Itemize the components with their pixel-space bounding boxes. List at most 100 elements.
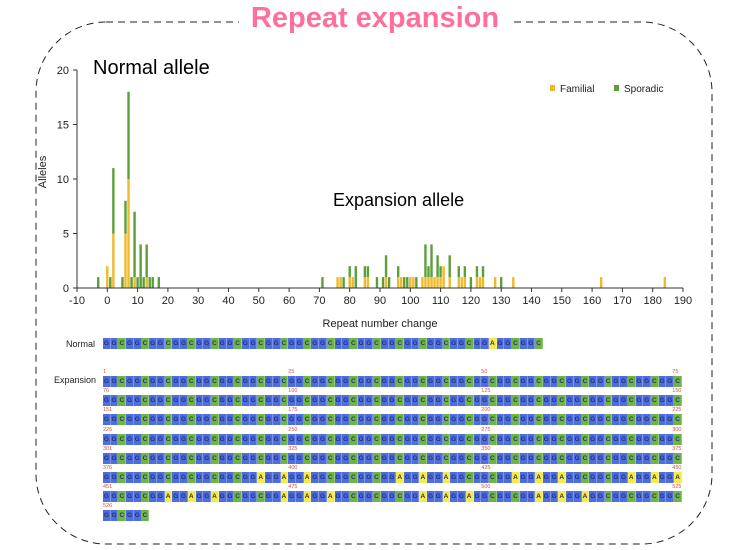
- position-label: 301: [103, 445, 113, 452]
- base-C: C: [465, 376, 474, 387]
- base-G: G: [411, 414, 420, 426]
- base-G: G: [658, 452, 667, 464]
- legend-sporadic-swatch: [614, 85, 619, 91]
- position-label: 76: [103, 388, 110, 395]
- base-G: G: [295, 433, 304, 445]
- base-C: C: [118, 433, 127, 445]
- base-C: C: [419, 433, 428, 445]
- x-tick-label: 10: [131, 295, 143, 307]
- base-G: G: [133, 376, 142, 387]
- bar-sporadic: [348, 266, 351, 278]
- base-G: G: [172, 491, 181, 503]
- base-A: A: [512, 472, 520, 483]
- base-G: G: [573, 491, 582, 503]
- base-C: C: [396, 452, 405, 464]
- base-G: G: [450, 452, 459, 464]
- base-A: A: [627, 472, 636, 483]
- base-G: G: [272, 414, 281, 426]
- base-A: A: [280, 472, 289, 483]
- base-A: A: [535, 491, 543, 503]
- base-G: G: [527, 433, 536, 445]
- base-G: G: [295, 376, 304, 387]
- x-tick-label: 40: [222, 295, 234, 307]
- base-G: G: [157, 491, 165, 503]
- base-G: G: [288, 395, 296, 407]
- base-A: A: [187, 491, 196, 503]
- base-C: C: [512, 338, 520, 349]
- base-G: G: [249, 452, 258, 464]
- base-G: G: [635, 433, 644, 445]
- base-G: G: [295, 395, 304, 407]
- bar-sporadic: [387, 277, 391, 288]
- x-tick-label: 120: [462, 295, 480, 307]
- base-C: C: [326, 414, 335, 426]
- base-G: G: [357, 376, 366, 387]
- base-G: G: [504, 395, 513, 407]
- base-G: G: [149, 452, 158, 464]
- bar-sporadic: [481, 266, 485, 278]
- bar-familial: [475, 277, 479, 288]
- base-G: G: [519, 414, 528, 426]
- base-C: C: [211, 414, 219, 426]
- base-G: G: [172, 395, 181, 407]
- base-G: G: [643, 395, 652, 407]
- base-G: G: [110, 510, 119, 522]
- base-C: C: [211, 452, 219, 464]
- position-label: 451: [103, 484, 113, 491]
- base-G: G: [265, 338, 273, 349]
- bar-sporadic: [130, 277, 133, 288]
- base-C: C: [535, 452, 543, 464]
- base-C: C: [581, 414, 590, 426]
- base-C: C: [326, 376, 335, 387]
- base-G: G: [357, 452, 366, 464]
- base-G: G: [342, 414, 350, 426]
- base-G: G: [411, 338, 420, 349]
- base-C: C: [488, 452, 497, 464]
- base-G: G: [149, 472, 158, 483]
- base-C: C: [257, 395, 266, 407]
- base-G: G: [620, 491, 628, 503]
- base-A: A: [303, 472, 312, 483]
- base-G: G: [550, 433, 559, 445]
- x-tick-label: 90: [374, 295, 386, 307]
- base-G: G: [450, 414, 459, 426]
- base-C: C: [280, 395, 289, 407]
- bar-sporadic: [112, 168, 115, 234]
- base-C: C: [488, 395, 497, 407]
- position-label: 526: [103, 503, 113, 510]
- base-G: G: [589, 433, 597, 445]
- base-G: G: [566, 414, 574, 426]
- base-C: C: [141, 510, 150, 522]
- base-G: G: [203, 376, 212, 387]
- bar-familial: [433, 277, 436, 288]
- base-G: G: [295, 414, 304, 426]
- base-C: C: [350, 338, 358, 349]
- expansion-allele-annotation: Expansion allele: [333, 190, 464, 210]
- base-C: C: [257, 338, 266, 349]
- base-G: G: [265, 452, 273, 464]
- base-G: G: [434, 452, 443, 464]
- bar-sporadic: [109, 277, 112, 288]
- base-C: C: [350, 414, 358, 426]
- bar-familial: [112, 233, 115, 288]
- y-tick-label: 10: [57, 174, 69, 186]
- base-G: G: [388, 433, 397, 445]
- base-C: C: [604, 472, 613, 483]
- bar-familial: [124, 233, 127, 288]
- base-C: C: [535, 376, 543, 387]
- x-tick-label: -10: [69, 295, 85, 307]
- base-G: G: [180, 491, 188, 503]
- base-G: G: [126, 414, 134, 426]
- base-G: G: [404, 433, 412, 445]
- base-G: G: [311, 395, 320, 407]
- bar-familial: [460, 277, 464, 288]
- base-G: G: [481, 395, 489, 407]
- base-G: G: [404, 452, 412, 464]
- bar-sporadic: [469, 277, 473, 288]
- base-C: C: [419, 338, 428, 349]
- base-C: C: [674, 491, 682, 503]
- base-G: G: [635, 472, 644, 483]
- base-G: G: [527, 395, 536, 407]
